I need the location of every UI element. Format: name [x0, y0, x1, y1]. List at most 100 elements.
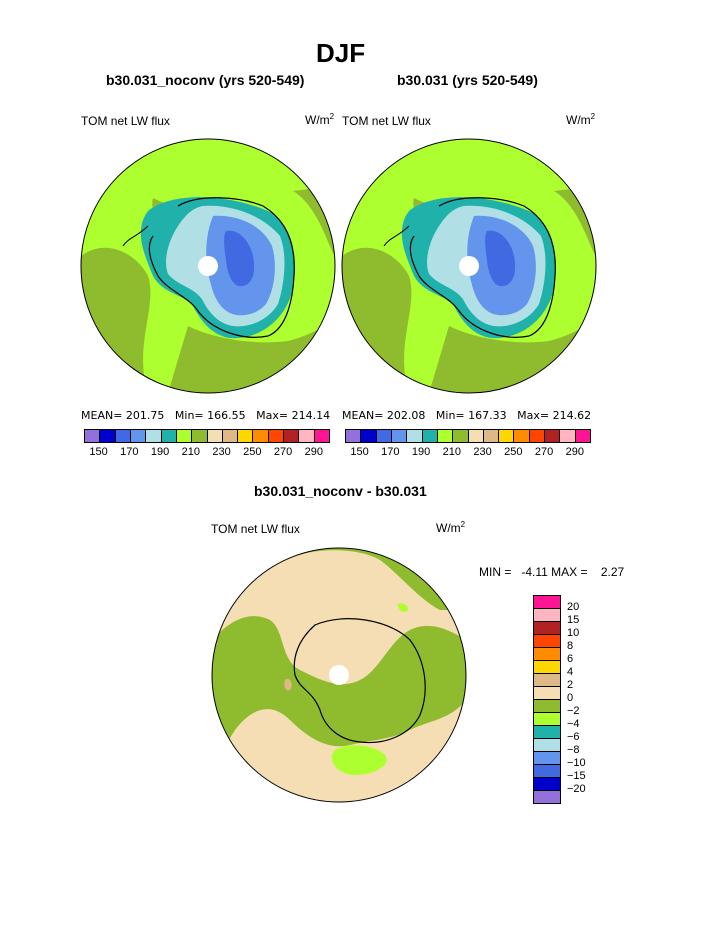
colorbar-tick-label: 190: [150, 446, 170, 458]
colorbar-swatch: [284, 430, 300, 442]
stat-mean: MEAN= 202.08: [342, 409, 426, 422]
colorbar-tick-label: 230: [473, 446, 492, 458]
stat-max: Max= 214.14: [256, 409, 331, 422]
colorbar-swatch: [222, 430, 239, 442]
diff-variable: TOM net LW flux: [211, 522, 300, 536]
diff-units: W/m2: [436, 520, 466, 535]
panel-left-variable: TOM net LW flux: [81, 114, 170, 128]
stat-min: Min= 167.33: [435, 409, 507, 422]
colorbar-swatch: [299, 430, 315, 442]
colorbar-swatch: [468, 430, 484, 442]
colorbar-level-label: 15: [567, 614, 580, 626]
colorbar-swatch: [146, 430, 162, 442]
colorbar-swatch: [268, 430, 285, 442]
diff-minmax: MIN = -4.11 MAX = 2.27: [479, 565, 625, 579]
colorbar-diff: [533, 595, 561, 804]
colorbar-tick-label: 190: [411, 446, 431, 458]
colorbar-tick-label: 210: [442, 446, 461, 458]
colorbar-swatch: [253, 430, 269, 442]
panel-right-stats: MEAN= 202.08 Min= 167.33 Max= 214.62: [342, 409, 591, 422]
stat-max: Max= 214.62: [517, 409, 592, 422]
colorbar-swatch: [115, 430, 131, 442]
colorbar-swatch: [534, 752, 560, 765]
colorbar-level-label: −15: [567, 770, 586, 782]
colorbar-tick-label: 170: [381, 446, 400, 458]
colorbar-swatch: [346, 430, 362, 442]
colorbar-tick-label: 170: [120, 446, 139, 458]
colorbar-level-label: −4: [567, 718, 580, 730]
colorbar-level-label: 2: [567, 679, 574, 691]
colorbar-level-label: 4: [567, 666, 574, 678]
colorbar-level-label: −2: [567, 705, 580, 717]
colorbar-swatch: [560, 430, 576, 442]
colorbar-tick-label: 290: [565, 446, 584, 458]
colorbar-swatch: [161, 430, 177, 442]
colorbar-diff-labels: 20 15 10 8 6 4 2 0 −2 −4 −6 −8 −10 −15 −20: [567, 601, 586, 796]
colorbar-swatch: [534, 661, 560, 674]
colorbar-swatch: [534, 739, 560, 752]
stat-min: Min= 166.55: [174, 409, 246, 422]
colorbar-swatch: [514, 430, 530, 442]
colorbar-tick-label: 250: [243, 446, 262, 458]
colorbar-swatch: [545, 430, 561, 442]
colorbar-tick-label: 270: [273, 446, 293, 458]
colorbar-level-label: 20: [567, 601, 580, 613]
colorbar-swatch: [85, 430, 101, 442]
colorbar-level-label: 10: [567, 627, 580, 639]
colorbar-swatch: [361, 430, 377, 442]
colorbar-tick-label: 290: [304, 446, 323, 458]
colorbar-swatch: [534, 700, 560, 713]
colorbar-swatch: [376, 430, 392, 442]
colorbar-swatch: [422, 430, 438, 442]
colorbar-tick-label: 270: [534, 446, 554, 458]
colorbar-swatch: [534, 635, 560, 648]
colorbar-right: [345, 429, 591, 443]
colorbar-swatch: [534, 609, 560, 622]
colorbar-level-label: 6: [567, 653, 574, 665]
colorbar-level-label: −6: [567, 731, 580, 743]
panel-right-title: b30.031 (yrs 520-549): [397, 72, 538, 88]
colorbar-tick-label: 210: [181, 446, 200, 458]
colorbar-tick-label: 230: [212, 446, 231, 458]
panel-right-variable: TOM net LW flux: [342, 114, 431, 128]
colorbar-swatch: [534, 674, 560, 687]
panel-left-title: b30.031_noconv (yrs 520-549): [106, 72, 305, 88]
colorbar-swatch: [534, 713, 560, 726]
colorbar-swatch: [407, 430, 423, 442]
colorbar-swatch: [192, 430, 208, 442]
colorbar-swatch: [437, 430, 454, 442]
colorbar-swatch: [207, 430, 223, 442]
colorbar-swatch: [314, 430, 329, 442]
colorbar-swatch: [483, 430, 500, 442]
panel-left-stats: MEAN= 201.75 Min= 166.55 Max= 214.14: [81, 409, 330, 422]
colorbar-swatch: [534, 778, 560, 791]
colorbar-swatch: [238, 430, 254, 442]
colorbar-swatch: [534, 791, 560, 803]
colorbar-level-label: −10: [567, 757, 586, 769]
colorbar-swatch: [534, 622, 560, 635]
stat-mean: MEAN= 201.75: [81, 409, 165, 422]
colorbar-level-label: −20: [567, 783, 586, 795]
diff-title: b30.031_noconv - b30.031: [254, 483, 427, 499]
colorbar-swatch: [453, 430, 469, 442]
colorbar-swatch: [534, 648, 560, 661]
colorbar-level-label: 8: [567, 640, 574, 652]
panel-right-units: W/m2: [566, 112, 596, 127]
colorbar-swatch: [499, 430, 515, 442]
colorbar-swatch: [534, 726, 560, 739]
colorbar-left: [84, 429, 330, 443]
colorbar-level-label: −8: [567, 744, 580, 756]
colorbar-level-label: 0: [567, 692, 574, 704]
colorbar-swatch: [100, 430, 116, 442]
colorbar-swatch: [176, 430, 193, 442]
page-title: DJF: [316, 38, 366, 68]
colorbar-swatch: [529, 430, 546, 442]
colorbar-swatch: [534, 765, 560, 778]
colorbar-tick-label: 150: [350, 446, 369, 458]
colorbar-tick-label: 150: [89, 446, 108, 458]
colorbar-swatch: [534, 596, 560, 609]
colorbar-swatch: [534, 687, 560, 700]
colorbar-swatch: [391, 430, 408, 442]
panel-left-units: W/m2: [305, 112, 335, 127]
